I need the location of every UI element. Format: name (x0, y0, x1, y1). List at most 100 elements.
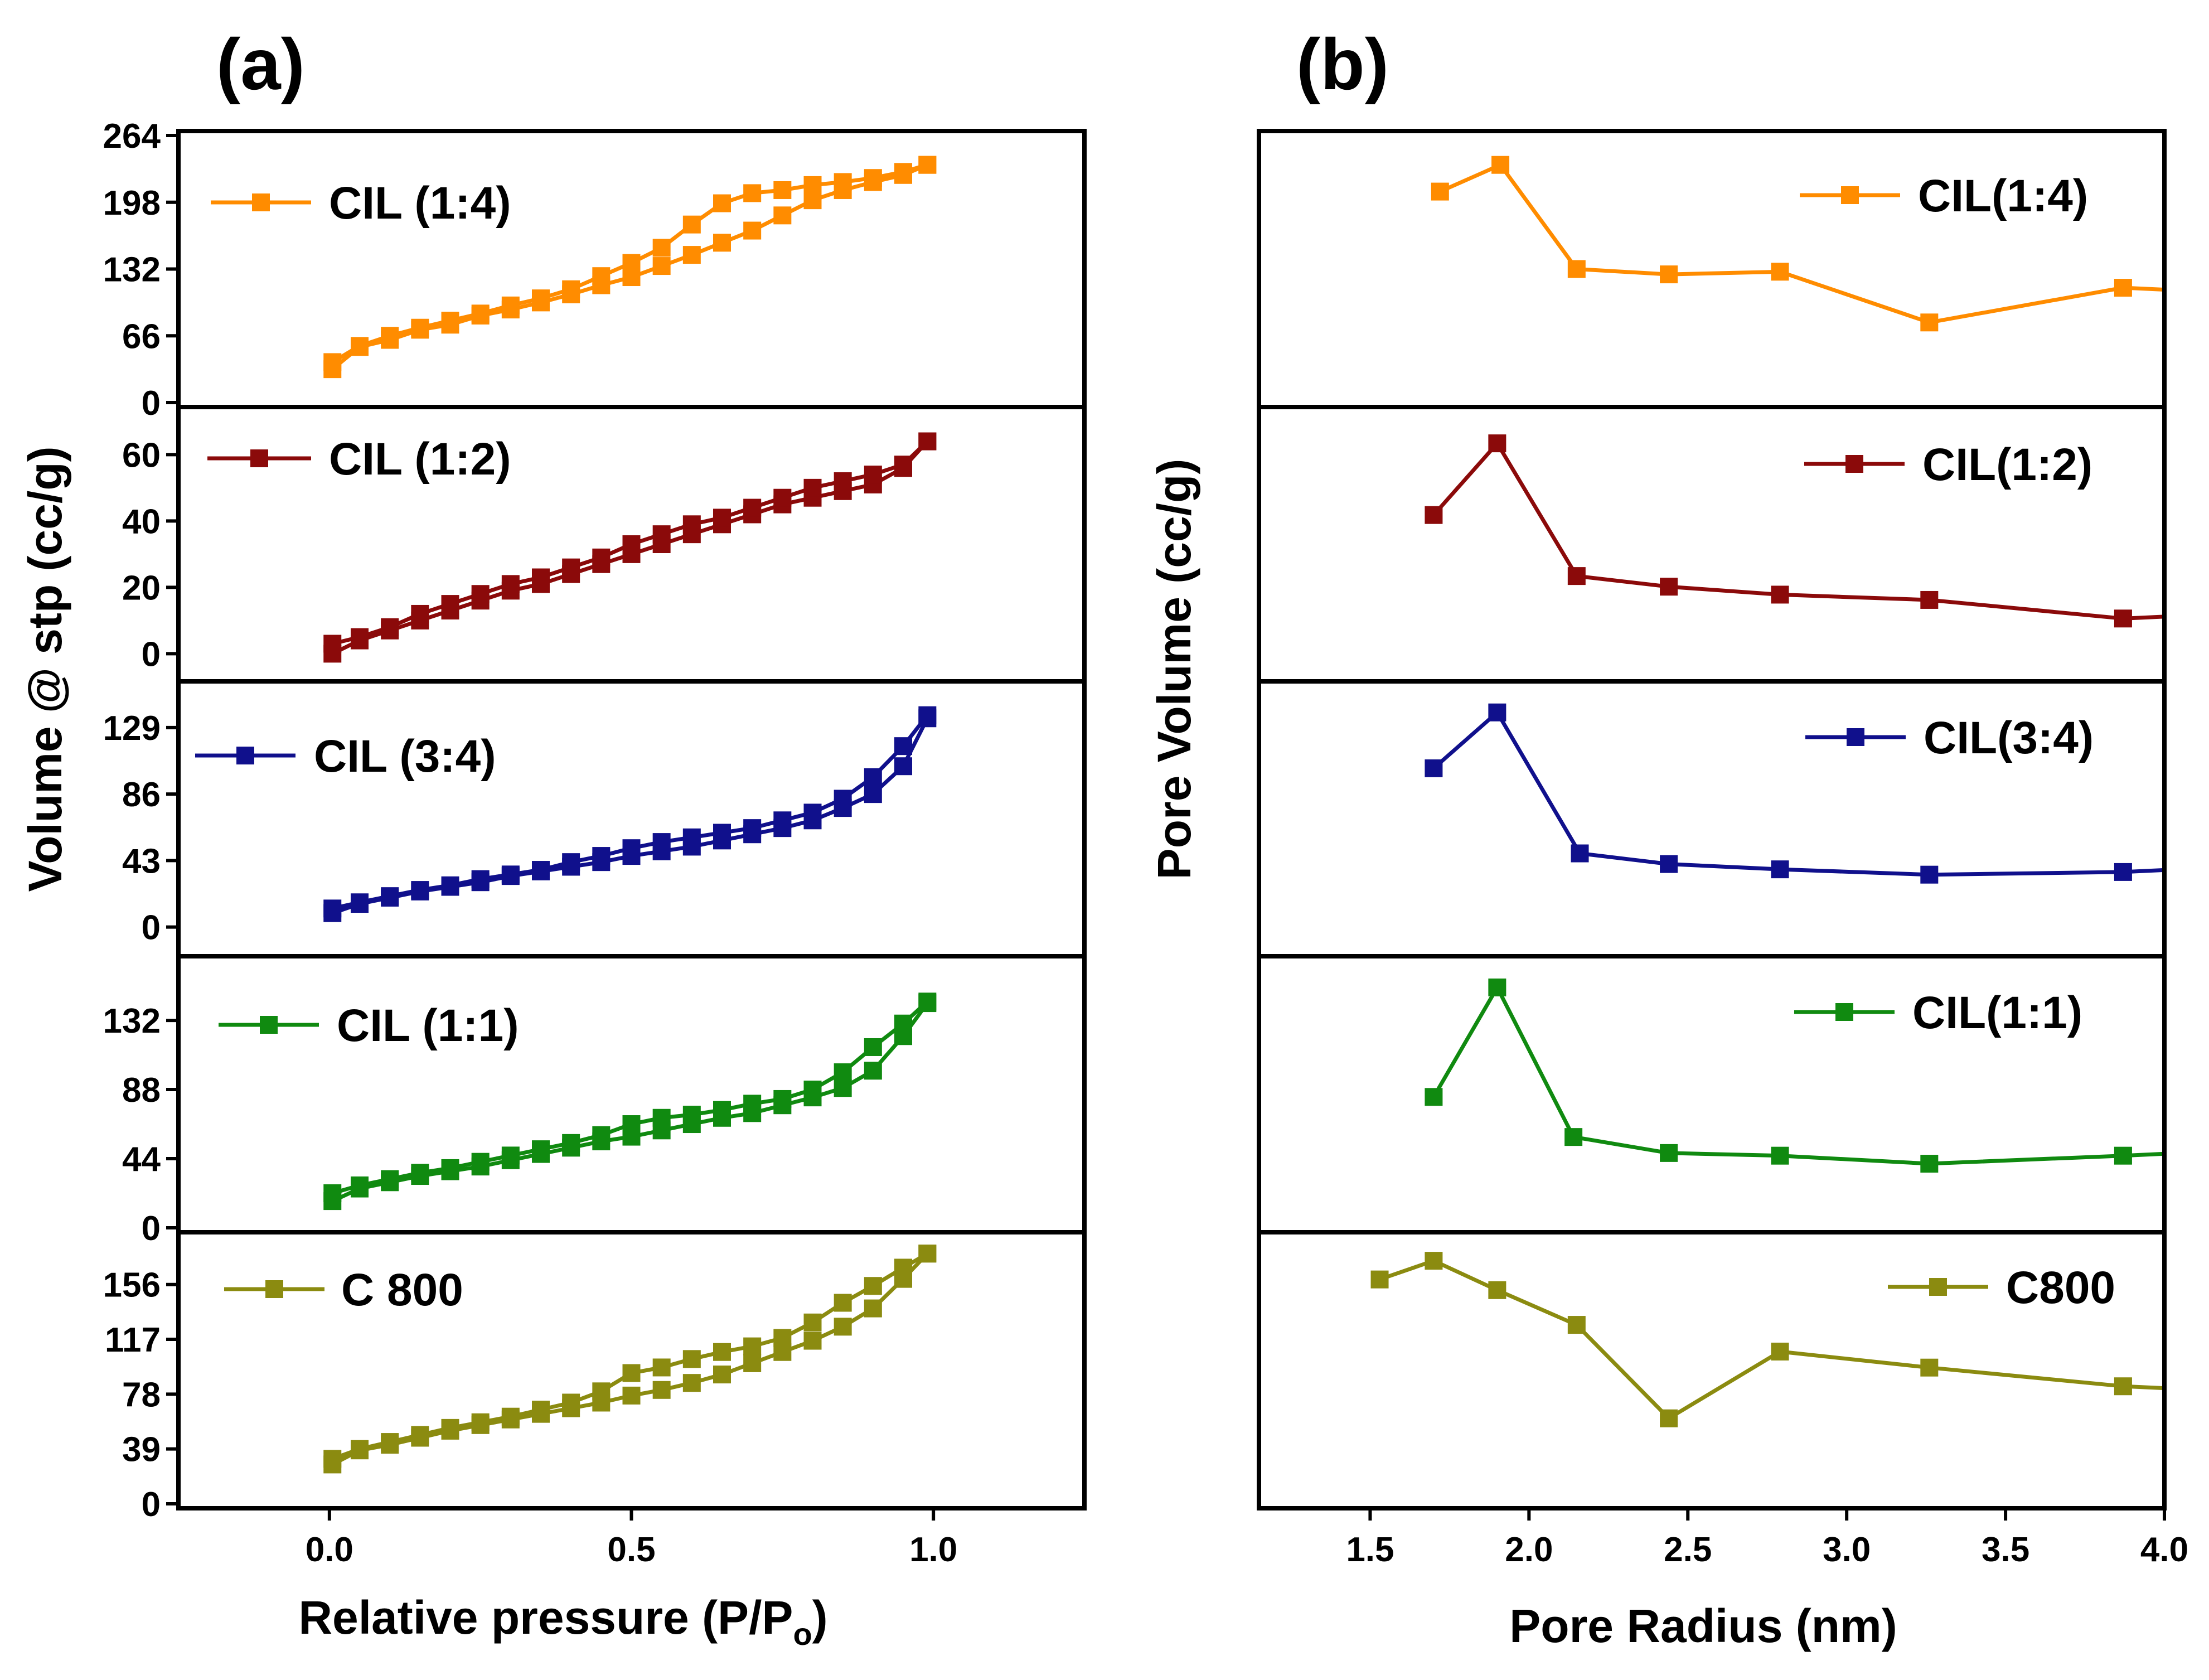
legend-marker (265, 1280, 283, 1298)
subplot-a-c-800: 0 39 78 117 156 C 800 (103, 1230, 1087, 1524)
legend-marker (1929, 1278, 1947, 1296)
subplot-b-c800: C800 (1257, 1230, 2167, 1510)
data-point (894, 1014, 912, 1033)
data-point (532, 1140, 550, 1159)
series-group (1431, 156, 2189, 332)
data-point (773, 811, 792, 830)
series-line-cil-1-2-pore-volume (1432, 441, 2164, 621)
series-line-cil-1-4-pore-volume (1439, 163, 2164, 325)
legend-cil-3-4: CIL(3:4) (1805, 713, 2094, 763)
legend-label: CIL (1:2) (329, 434, 511, 485)
data-point (351, 1176, 369, 1194)
data-point (894, 737, 912, 756)
data-point (2114, 609, 2132, 628)
data-point (803, 1332, 822, 1350)
data-point (622, 1115, 641, 1134)
y-tick-label: 0 (142, 1485, 161, 1524)
data-point (411, 318, 429, 337)
data-point (1567, 260, 1586, 278)
data-point (471, 1153, 490, 1171)
data-point (743, 1337, 762, 1355)
data-point (562, 853, 580, 872)
data-point (834, 1079, 852, 1097)
y-tick-label: 132 (103, 251, 161, 289)
data-point (501, 865, 520, 884)
data-point (803, 176, 822, 194)
data-point (713, 824, 731, 842)
data-point (622, 839, 641, 858)
y-tick-label: 0 (142, 384, 161, 423)
data-point (323, 1184, 342, 1203)
data-point (323, 1450, 342, 1468)
data-point (652, 1358, 671, 1377)
data-point (1771, 1146, 1789, 1165)
data-point (803, 803, 822, 822)
subplot-a-cil-3-4: 0 43 86 129 CIL (3:4) (103, 679, 1087, 958)
y-tick-label: 0 (142, 1209, 161, 1248)
data-point (381, 887, 399, 906)
data-point (682, 1350, 701, 1368)
panel-b-label: (b) (1296, 23, 1389, 105)
y-tick-label: 66 (122, 317, 161, 356)
y-tick-label: 39 (122, 1431, 161, 1469)
data-point (652, 1108, 671, 1127)
y-tick-label: 43 (122, 842, 161, 880)
data-point (441, 312, 459, 330)
data-point (682, 1374, 701, 1392)
series-group (323, 706, 937, 922)
data-point (864, 1299, 882, 1318)
y-tick-label: 40 (122, 502, 161, 541)
data-point (501, 1407, 520, 1426)
data-point (562, 280, 580, 298)
data-point (381, 618, 399, 636)
x-axis-title: Pore Radius (nm) (1509, 1600, 1897, 1652)
data-point (2171, 1144, 2189, 1162)
data-point (1660, 578, 1678, 596)
data-point (351, 893, 369, 912)
data-point (562, 1393, 580, 1412)
legend-marker (1835, 1003, 1853, 1021)
data-point (713, 1343, 731, 1361)
data-point (1660, 1144, 1678, 1162)
data-point (1425, 506, 1443, 524)
data-point (562, 1134, 580, 1152)
data-point (622, 1364, 641, 1382)
data-point (713, 1101, 731, 1119)
data-point (803, 1313, 822, 1332)
legend-label: C 800 (341, 1265, 463, 1315)
data-point (1571, 844, 1589, 863)
data-point (532, 861, 550, 879)
data-point (743, 221, 762, 240)
data-point (2114, 1146, 2132, 1165)
plot-area: 0 66 132 198 264 CIL (1:4) 0 20 40 60 CIL (1:2) 0 43… (19, 117, 2189, 1652)
legend-marker (252, 193, 270, 211)
legend-label: CIL (3:4) (314, 731, 496, 782)
subplot-b-cil-3-4: CIL(3:4) (1257, 679, 2167, 958)
data-point (1425, 759, 1443, 777)
data-point (1567, 1316, 1586, 1334)
data-point (1567, 567, 1586, 585)
data-point (1660, 855, 1678, 873)
data-point (682, 215, 701, 234)
data-point (351, 1440, 369, 1458)
series-group (1425, 703, 2164, 884)
data-point (1771, 1342, 1789, 1361)
x-tick-label: 2.5 (1664, 1531, 1712, 1569)
data-point (1920, 590, 1939, 609)
y-tick-label: 198 (103, 184, 161, 222)
data-point (441, 1418, 459, 1437)
data-point (592, 847, 611, 865)
data-point (652, 525, 671, 544)
y-tick-label: 88 (122, 1071, 161, 1110)
data-point (1920, 313, 1939, 332)
legend-label: CIL(3:4) (1924, 713, 2094, 763)
data-point (652, 239, 671, 257)
series-group (1425, 978, 2189, 1173)
x-tick-label: 0.0 (306, 1531, 353, 1569)
data-point (918, 706, 937, 724)
y-tick-label: 44 (122, 1140, 161, 1179)
data-point (2171, 282, 2189, 299)
legend-cil-1-1: CIL (1:1) (219, 1000, 519, 1051)
data-point (652, 257, 671, 275)
